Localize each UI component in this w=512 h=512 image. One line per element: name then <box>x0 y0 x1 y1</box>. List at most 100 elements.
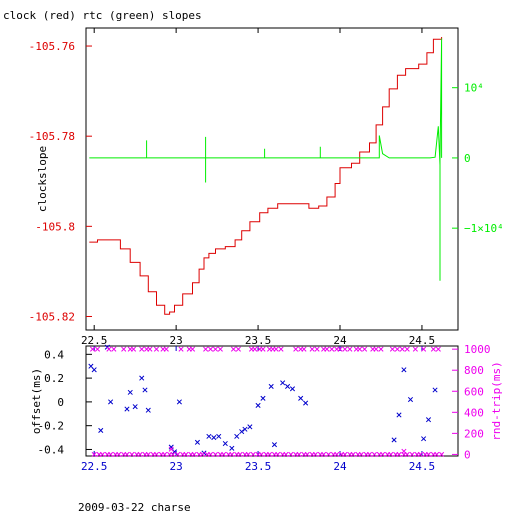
rtt-point <box>342 346 348 352</box>
y2-tick-label: 0 <box>464 152 471 165</box>
rtt-point <box>371 451 377 457</box>
offset-point <box>124 406 130 412</box>
rtt-point <box>396 451 402 457</box>
offset-point <box>206 433 212 439</box>
y2-tick-label: 1000 <box>464 343 491 356</box>
rtt-point <box>275 451 281 457</box>
offset-point <box>127 389 133 395</box>
y-tick-label: -105.78 <box>29 130 75 143</box>
rtt-point <box>189 346 196 352</box>
rtt-point <box>230 346 237 352</box>
rtt-point <box>258 451 264 457</box>
rtt-point <box>329 346 335 352</box>
top-plot-frame <box>85 27 459 331</box>
rtt-point <box>162 451 168 457</box>
rtt-point <box>404 346 410 352</box>
rtt-point <box>412 346 418 352</box>
rtt-point <box>235 346 241 352</box>
rtt-point <box>334 451 340 457</box>
rtt-point <box>203 346 209 352</box>
rtt-point <box>178 346 184 352</box>
chart-footer: 2009-03-22 charse <box>78 501 191 512</box>
y2-tick-label: 800 <box>464 364 484 377</box>
rtt-point <box>153 451 160 457</box>
offset-point <box>391 437 397 443</box>
rtt-point <box>312 451 318 457</box>
y2-tick-label: 600 <box>464 385 484 398</box>
rtt-point <box>421 346 427 352</box>
rtt-point <box>108 451 114 457</box>
offset-point <box>142 387 148 393</box>
offset-point <box>222 440 228 447</box>
rtt-point <box>425 451 432 457</box>
rtt-point <box>121 346 127 352</box>
rtt-point <box>301 346 307 352</box>
rtt-point <box>321 451 327 457</box>
offset-point <box>168 444 174 450</box>
rtt-point <box>309 346 315 352</box>
offset-point <box>211 435 217 441</box>
rtt-point <box>439 451 445 457</box>
offset-point <box>255 402 261 409</box>
offset-point <box>239 429 245 435</box>
x-tick-label: 24.5 <box>409 334 436 347</box>
rtt-point <box>124 451 130 457</box>
rtt-point <box>153 346 160 352</box>
rtt-point <box>111 346 117 352</box>
x-tick-label: 23 <box>170 334 183 347</box>
rtt-point <box>358 451 364 457</box>
bottom-y-axis-label: offset(ms) <box>30 368 43 434</box>
rtt-point <box>90 346 96 352</box>
y-tick-label: -105.76 <box>29 40 75 53</box>
x-tick-label: 23.5 <box>245 334 272 347</box>
x-tick-label: 23 <box>170 460 183 473</box>
bottom-y2-axis-label: rnd-trip(ms) <box>490 361 503 440</box>
clock-slope-line <box>89 37 443 315</box>
offset-point <box>139 375 145 381</box>
rtt-point <box>388 451 394 457</box>
top-series <box>89 37 443 315</box>
rtt-point <box>325 451 332 457</box>
rtt-point <box>183 451 189 457</box>
rtt-point <box>394 346 400 352</box>
x-tick-label: 24 <box>333 460 347 473</box>
x-tick-label: 24.5 <box>409 460 436 473</box>
rtt-point <box>347 346 353 352</box>
rtt-point <box>245 451 251 457</box>
offset-point <box>91 367 97 373</box>
rtt-point <box>380 451 386 457</box>
rtt-point <box>266 451 273 457</box>
y2-tick-label: 10⁴ <box>464 82 484 95</box>
rtt-point <box>237 451 243 457</box>
rtt-point <box>207 346 214 352</box>
rtt-point <box>434 451 440 457</box>
bottom-axes: 22.5 23 23.5 24 24.5 0.4 0.2 0 -0.2 -0.4 1000 800 60… <box>38 343 491 473</box>
offset-point <box>260 395 266 401</box>
rtt-point <box>212 346 219 352</box>
offset-roundtrip-panel: offset(ms) rnd-trip(ms) 22.5 23 23.5 24 24.5… <box>30 343 503 473</box>
rtt-point <box>357 346 363 352</box>
offset-point <box>234 433 240 439</box>
rtt-point <box>217 346 223 352</box>
rtt-point <box>163 346 169 352</box>
rtt-point <box>199 451 205 457</box>
offset-point <box>216 433 222 439</box>
rtt-point <box>175 451 181 457</box>
x-tick-label: 24 <box>333 334 347 347</box>
rtt-point <box>401 448 407 454</box>
rtc-slope-line <box>89 38 443 281</box>
rtt-point <box>337 346 343 352</box>
rtt-point <box>296 451 302 457</box>
y-tick-label: -105.8 <box>35 220 75 233</box>
rtt-point <box>399 346 405 352</box>
offset-point <box>145 407 151 413</box>
y-tick-label: -0.4 <box>38 443 65 456</box>
rtt-point <box>91 451 97 457</box>
offset-point <box>247 424 253 430</box>
rtt-point <box>430 346 436 352</box>
offset-point <box>285 383 291 389</box>
rtt-point <box>366 451 373 457</box>
rtt-point <box>116 451 122 457</box>
y-tick-label: 0.4 <box>44 348 64 361</box>
